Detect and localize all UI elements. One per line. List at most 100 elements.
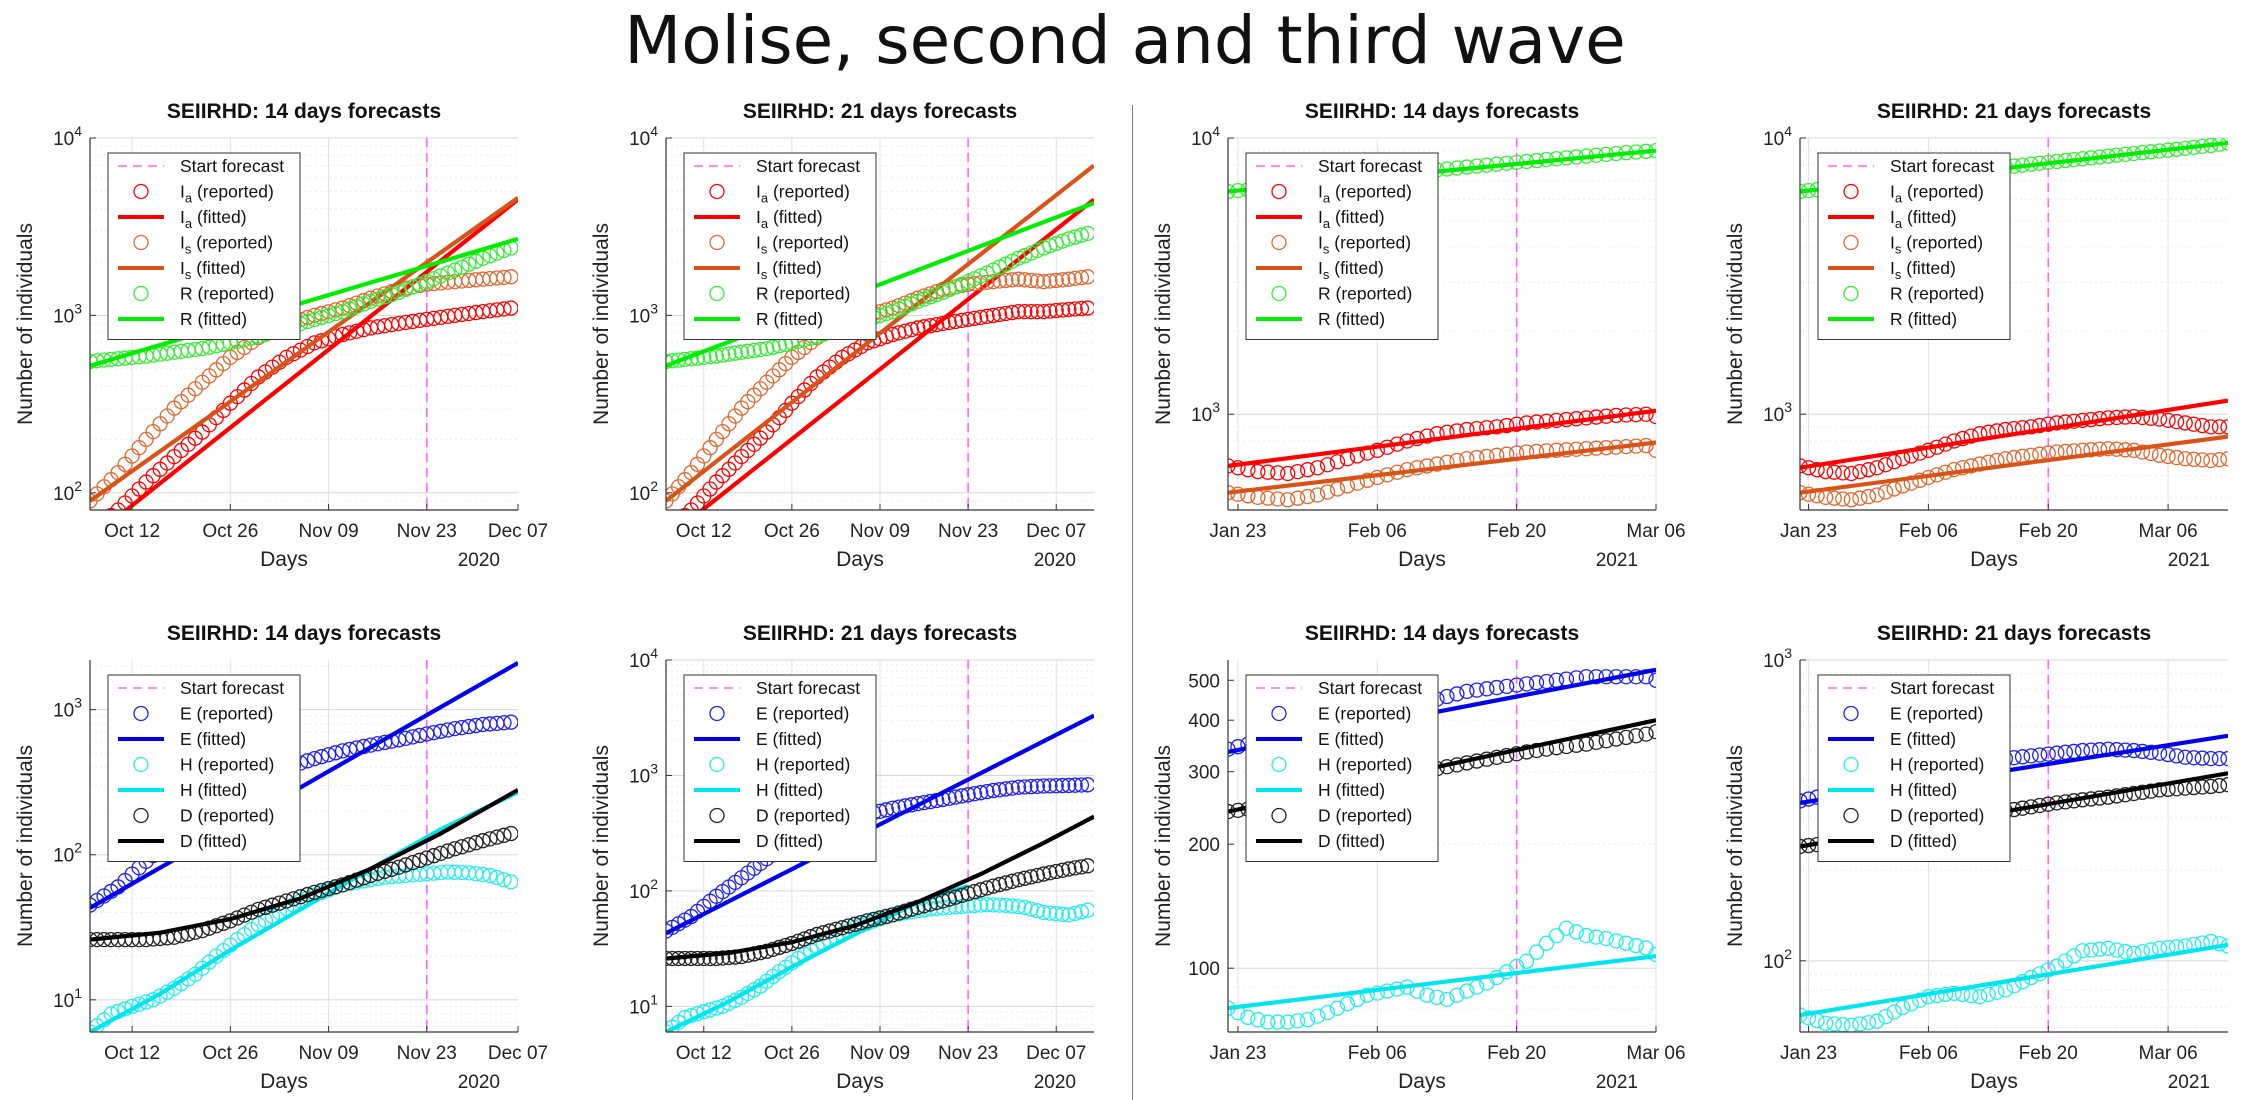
data-point [1004,304,1020,321]
data-point [1509,677,1525,693]
y-tick-label: 103 [1763,645,1792,672]
data-point [1035,866,1052,882]
data-point [2194,417,2210,434]
data-point [998,781,1014,797]
data-point [1359,472,1375,488]
data-point [405,279,421,295]
data-point [733,344,750,360]
data-point [1054,272,1071,288]
data-point [1852,463,1868,480]
data-point [1528,944,1545,960]
data-point [1499,678,1515,694]
y-axis-label: Number of individuals [14,745,37,947]
legend-label: Is (reported) [756,233,849,257]
x-axis-year: 2021 [1596,1072,1638,1093]
data-point [1528,742,1545,759]
chart-title: SEIIRHD: 14 days forecasts [1305,622,1579,645]
legend-label: D (reported) [1890,806,1984,826]
data-point [327,305,344,322]
data-point [954,312,970,329]
data-point [496,269,512,286]
legend-label: Is (fitted) [1890,258,1956,282]
legend-swatch [709,234,725,251]
data-point [1835,465,1851,481]
data-point [398,281,414,298]
data-point [910,320,926,336]
data-point [2220,777,2228,793]
data-point [1648,442,1656,458]
data-point [1299,488,1316,505]
legend-swatch [1271,234,1287,251]
data-point [313,309,330,326]
legend-label: D (fitted) [1318,831,1385,851]
data-point [1270,491,1286,507]
data-point [1860,488,1877,505]
data-point [2100,940,2116,957]
y-axis-label: Number of individuals [1724,223,1747,425]
data-point [419,850,435,866]
data-point [1035,904,1052,921]
data-point [433,845,449,862]
data-point [1035,303,1052,320]
legend-label: H (reported) [1890,755,1984,775]
legend-swatch [1271,756,1287,773]
data-point [1538,673,1555,690]
data-point [489,829,505,845]
fitted-line [1228,408,1656,468]
data-point [1869,487,1885,503]
data-point [377,863,393,879]
data-point [1080,300,1094,316]
legend-label: Is (reported) [1890,233,1983,257]
data-point [1843,465,1860,482]
legend-swatch [1271,183,1287,200]
data-point [426,848,442,864]
data-point [1429,456,1445,472]
legend-swatch [1843,807,1859,824]
legend-swatch [133,234,149,251]
data-point [985,897,1001,913]
data-point [1989,984,2005,1000]
data-point [1339,996,1356,1012]
data-point [2168,449,2185,466]
legend-swatch [709,183,725,200]
data-point [1877,484,1894,500]
legend-label: Ia (reported) [1318,182,1412,206]
data-point [1073,777,1090,793]
y-tick-label: 102 [53,478,82,505]
data-point [1073,227,1090,243]
x-axis-label: Days [260,548,308,571]
x-tick-label: Jan 23 [1209,521,1266,542]
data-point [1010,899,1027,915]
data-point [1518,676,1535,692]
data-point [702,950,718,967]
data-point [482,831,498,847]
data-point [1509,416,1525,432]
data-point [355,296,372,312]
data-point [765,339,781,355]
fitted-line [666,814,1094,961]
data-point [1648,672,1656,688]
data-point [2023,419,2039,435]
data-point [1419,458,1435,474]
legend-label: H (fitted) [1318,780,1385,800]
data-point [2220,750,2228,767]
data-point [440,265,456,281]
legend-label: D (reported) [180,806,274,826]
legend-label: Ia (reported) [756,182,850,206]
data-point [1459,683,1475,699]
legend-label: R (fitted) [756,309,823,329]
data-point [991,897,1008,913]
data-point [1023,869,1039,885]
data-point [683,502,699,510]
data-point [2186,451,2202,467]
fitted-line [666,713,1094,936]
legend-swatch [133,705,149,722]
data-point [1469,682,1485,698]
data-point [2177,451,2193,467]
data-point [1826,1016,1842,1032]
x-tick-label: Nov 23 [397,1043,457,1064]
data-point [440,843,456,859]
